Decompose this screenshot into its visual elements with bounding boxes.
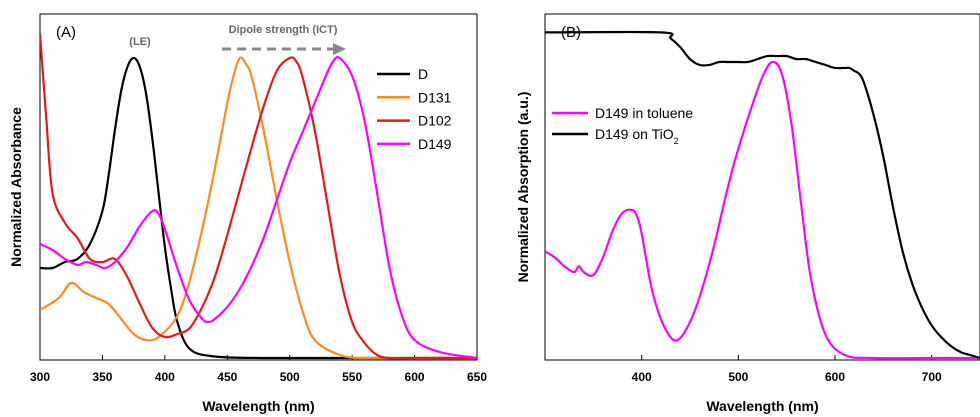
panel-label: (A) <box>56 24 76 41</box>
plot-frame <box>544 13 980 361</box>
x-tick-label: 650 <box>467 370 487 384</box>
series-line-d149-on-tio-2 <box>545 30 980 360</box>
subscript: 2 <box>674 136 679 146</box>
legend-label: D149 on TiO2 <box>595 126 679 146</box>
y-axis-title: Normalized Absorbance <box>8 107 24 267</box>
series-line-d149 <box>40 55 477 360</box>
annotation-le: (LE) <box>129 36 151 48</box>
series-line-d149-in-toluene <box>545 60 980 360</box>
legend-label: D149 in toluene <box>595 105 693 121</box>
x-tick-label: 600 <box>825 370 845 384</box>
legend-label: D131 <box>418 89 452 105</box>
x-tick-label: 550 <box>342 370 362 384</box>
series-line-d <box>40 56 477 360</box>
x-axis-title: Wavelength (nm) <box>706 398 818 414</box>
x-tick-label: 450 <box>217 370 237 384</box>
legend-label: D102 <box>418 113 452 129</box>
x-axis-title: Wavelength (nm) <box>202 398 314 414</box>
x-tick-label: 350 <box>92 370 112 384</box>
x-tick-label: 700 <box>922 370 942 384</box>
panel-b: 400 500 600 700 Wavelength (nm) Normalized Ab… <box>515 13 980 414</box>
y-axis-title: Normalized Absorption (a.u.) <box>515 92 531 283</box>
ict-arrow-head <box>333 43 346 55</box>
x-tick-label: 500 <box>728 370 748 384</box>
legend-label: D149 <box>418 136 452 152</box>
series-line-d102 <box>40 33 477 360</box>
x-tick-label: 300 <box>30 370 50 384</box>
x-tick-label: 400 <box>632 370 652 384</box>
x-tick-label: 600 <box>405 370 425 384</box>
legend-label: D <box>418 66 428 82</box>
plot-frame <box>39 13 478 361</box>
x-tick-label: 500 <box>280 370 300 384</box>
series-line-d131 <box>40 56 477 360</box>
annotation-ict: Dipole strength (ICT) <box>229 24 338 36</box>
panel-a: 300 350 400 450 500 550 600 650 Wavelength (nm) N… <box>8 13 487 414</box>
x-tick-label: 400 <box>155 370 175 384</box>
